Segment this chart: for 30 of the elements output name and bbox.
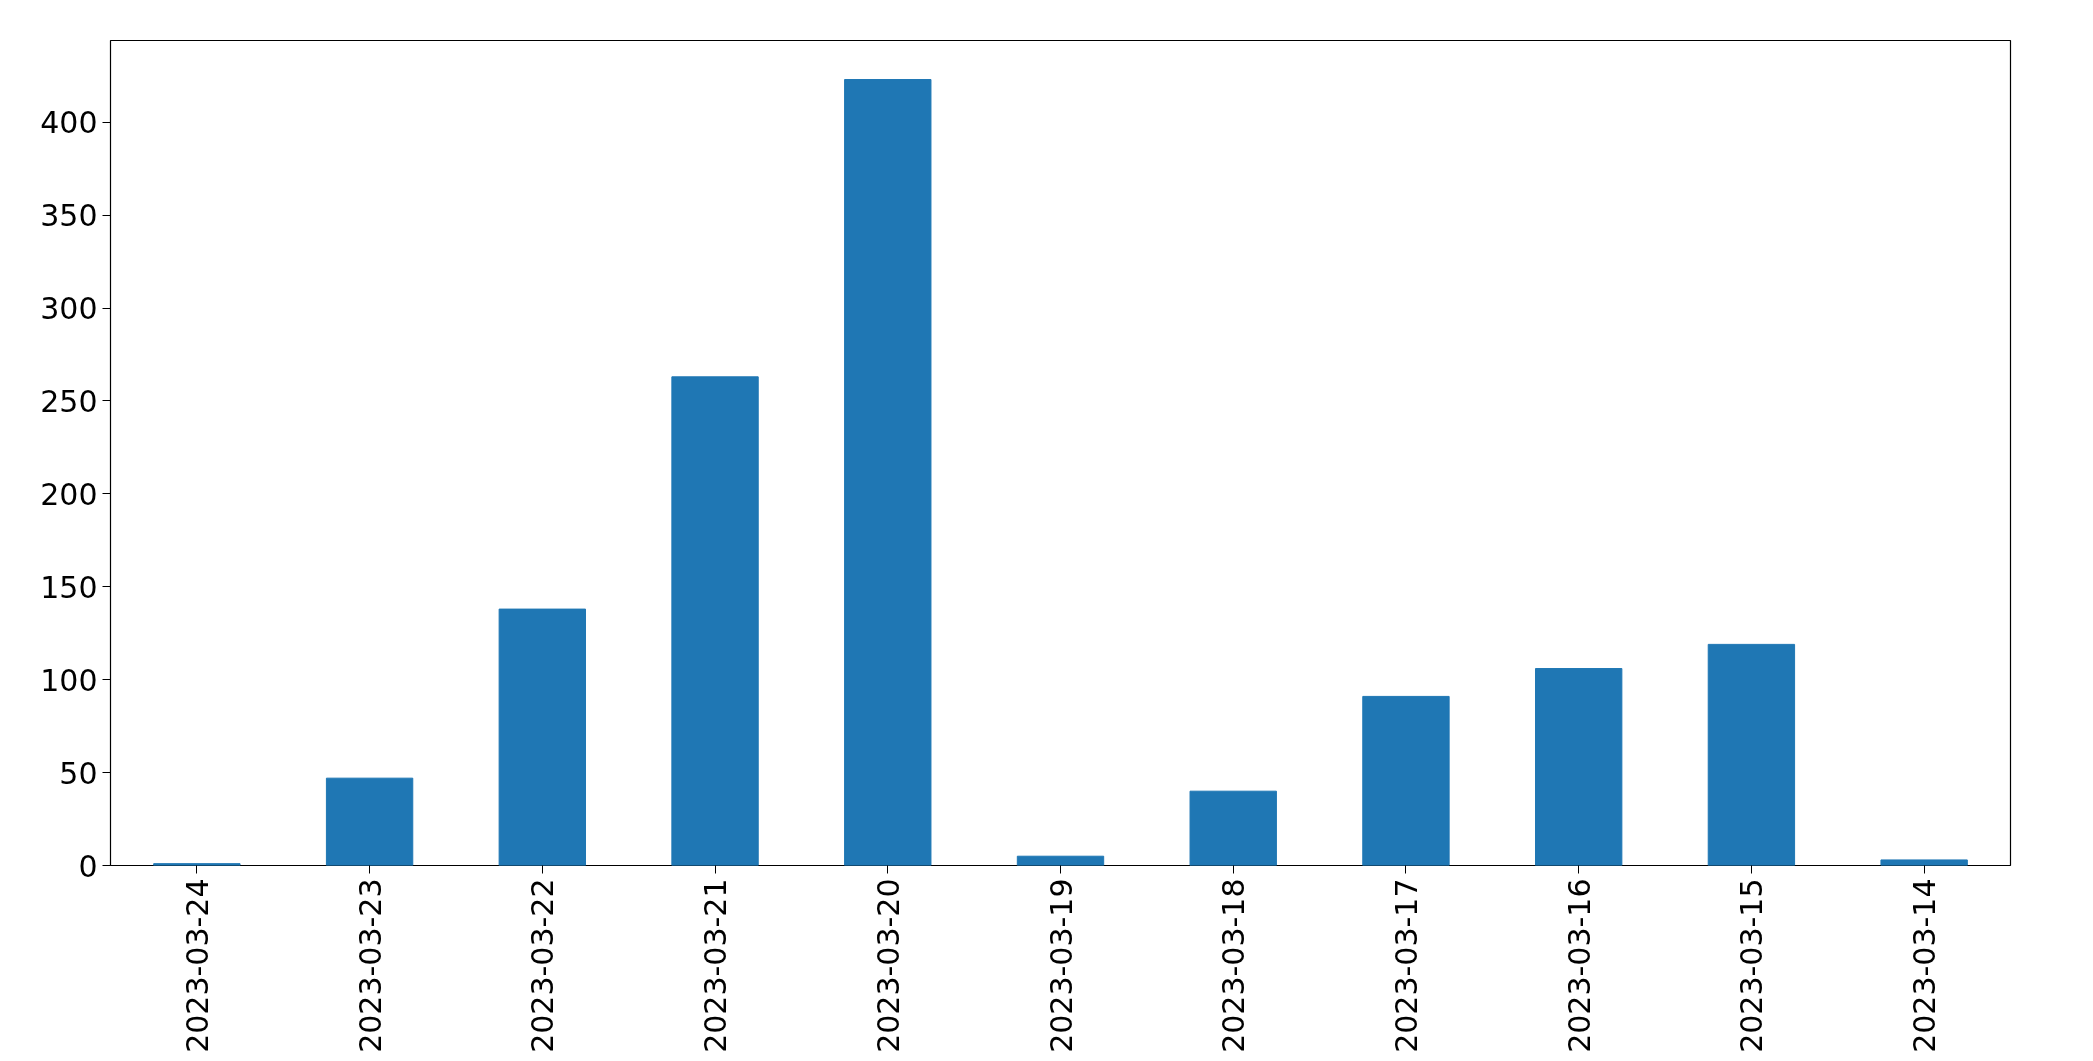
x-tick-label: 2023-03-15: [1734, 878, 1770, 1053]
x-tick-label: 2023-03-17: [1388, 878, 1424, 1053]
y-tick-label: 200: [40, 476, 98, 512]
y-tick-label: 300: [40, 291, 98, 327]
y-tick-label: 400: [40, 105, 98, 141]
bar: [671, 376, 759, 866]
bar: [844, 79, 932, 866]
y-tick-label: 100: [40, 662, 98, 698]
x-tick-label: 2023-03-24: [179, 878, 215, 1053]
bar: [1880, 859, 1968, 866]
bar: [1535, 668, 1623, 866]
y-tick-label: 150: [40, 569, 98, 605]
x-tick-label: 2023-03-16: [1561, 878, 1597, 1053]
x-tick-label: 2023-03-19: [1043, 878, 1079, 1053]
y-tick-label: 0: [78, 848, 98, 884]
x-tick-label: 2023-03-18: [1216, 878, 1252, 1053]
y-tick-label: 250: [40, 383, 98, 419]
bar: [1016, 855, 1105, 866]
bar: [1707, 643, 1796, 866]
x-tick-label: 2023-03-20: [870, 878, 906, 1053]
y-tick-label: 350: [40, 198, 98, 234]
x-tick-label: 2023-03-23: [352, 878, 388, 1053]
y-tick-label: 50: [59, 755, 98, 791]
bar: [498, 608, 586, 866]
x-tick-label: 2023-03-22: [525, 878, 561, 1053]
bar: [325, 777, 414, 866]
x-tick-label: 2023-03-14: [1907, 878, 1943, 1053]
x-tick-label: 2023-03-21: [698, 878, 734, 1053]
bar: [1362, 695, 1450, 866]
bar: [1189, 790, 1277, 866]
